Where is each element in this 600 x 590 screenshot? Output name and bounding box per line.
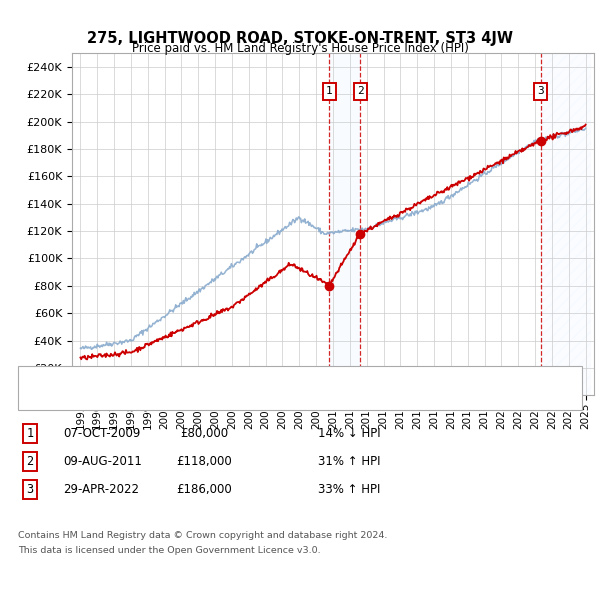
Text: 275, LIGHTWOOD ROAD, STOKE-ON-TRENT, ST3 4JW: 275, LIGHTWOOD ROAD, STOKE-ON-TRENT, ST3…	[87, 31, 513, 46]
Text: 275, LIGHTWOOD ROAD, STOKE-ON-TRENT, ST3 4JW (semi-detached house): 275, LIGHTWOOD ROAD, STOKE-ON-TRENT, ST3…	[75, 375, 471, 385]
Text: £118,000: £118,000	[176, 455, 232, 468]
Text: 33% ↑ HPI: 33% ↑ HPI	[318, 483, 380, 496]
Text: 1: 1	[326, 86, 332, 96]
Text: This data is licensed under the Open Government Licence v3.0.: This data is licensed under the Open Gov…	[18, 546, 320, 555]
Bar	[329, 53, 360, 395]
Text: 2: 2	[26, 455, 34, 468]
Text: 3: 3	[537, 86, 544, 96]
Bar	[541, 53, 590, 395]
Text: Price paid vs. HM Land Registry's House Price Index (HPI): Price paid vs. HM Land Registry's House …	[131, 42, 469, 55]
Text: 29-APR-2022: 29-APR-2022	[63, 483, 139, 496]
Text: 1: 1	[26, 427, 34, 440]
Text: 31% ↑ HPI: 31% ↑ HPI	[318, 455, 380, 468]
Text: 09-AUG-2011: 09-AUG-2011	[63, 455, 142, 468]
Text: 2: 2	[357, 86, 364, 96]
Text: HPI: Average price, semi-detached house, Stoke-on-Trent: HPI: Average price, semi-detached house,…	[75, 393, 371, 402]
Text: £80,000: £80,000	[180, 427, 228, 440]
Text: 3: 3	[26, 483, 34, 496]
Text: 07-OCT-2009: 07-OCT-2009	[63, 427, 140, 440]
Text: £186,000: £186,000	[176, 483, 232, 496]
Text: 14% ↓ HPI: 14% ↓ HPI	[318, 427, 380, 440]
Text: Contains HM Land Registry data © Crown copyright and database right 2024.: Contains HM Land Registry data © Crown c…	[18, 531, 388, 540]
